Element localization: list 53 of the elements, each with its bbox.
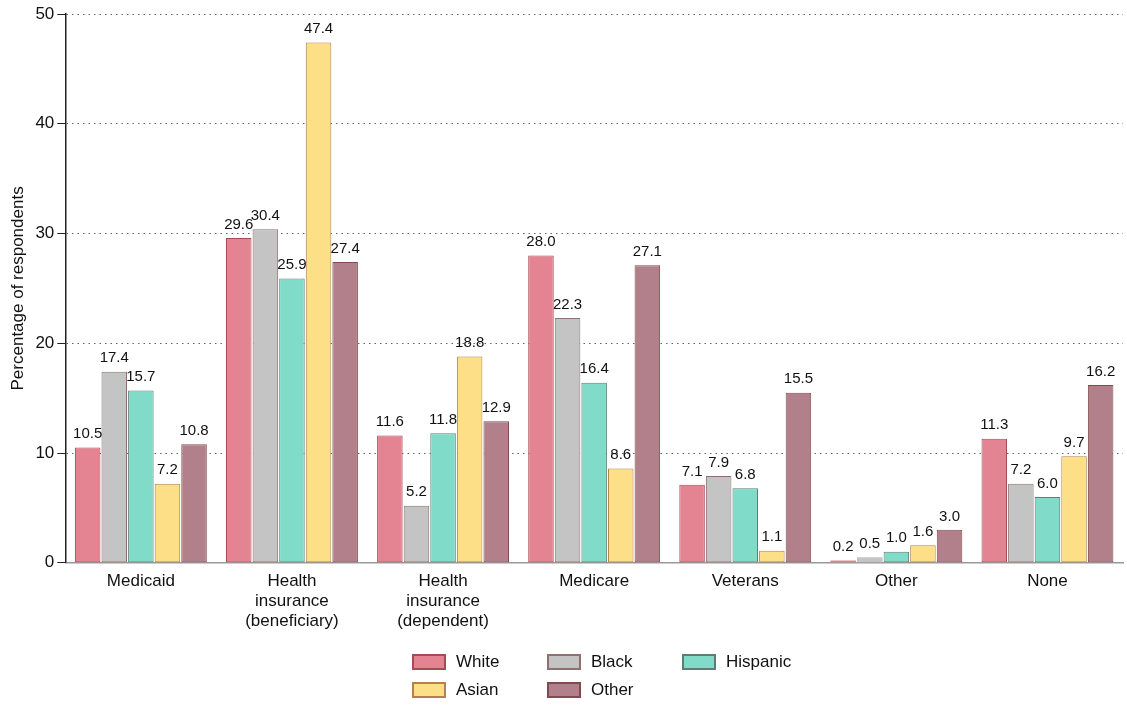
legend-label: Asian: [456, 680, 499, 700]
data-label: 25.9: [277, 255, 307, 273]
data-label: 11.8: [429, 409, 458, 427]
data-label: 7.1: [681, 461, 703, 479]
data-label: 7.9: [708, 452, 730, 470]
y-axis-title: Percentage of respondents: [7, 186, 27, 391]
data-label: 1.6: [912, 521, 934, 539]
x-tick-label: Other: [875, 570, 918, 590]
legend-label: White: [456, 652, 500, 672]
data-label: 17.4: [99, 348, 129, 366]
x-tick-label: Medicaid: [106, 570, 175, 590]
data-label: 47.4: [303, 19, 334, 37]
x-tick-label: Health insurance (dependent): [397, 570, 489, 631]
x-tick-label: None: [1027, 570, 1068, 590]
legend-label: Other: [591, 680, 634, 700]
data-label: 5.2: [406, 482, 427, 500]
data-label: 9.7: [1063, 432, 1085, 450]
y-tick-label: 40: [35, 113, 55, 133]
data-label: 0.5: [859, 533, 881, 551]
data-label: 16.2: [1086, 361, 1116, 379]
data-label: 11.6: [375, 412, 404, 430]
data-label: 27.1: [632, 241, 662, 259]
x-tick-label: Medicare: [559, 570, 630, 590]
data-label: 7.2: [157, 460, 178, 478]
data-label: 8.6: [610, 445, 632, 463]
bar: [856, 557, 883, 563]
data-label: 28.0: [526, 232, 556, 250]
data-label: 16.4: [579, 359, 609, 377]
data-label: 15.7: [126, 367, 156, 385]
x-tick-label: Veterans: [711, 570, 779, 590]
data-label: 0.2: [832, 537, 854, 555]
data-label: 1.1: [761, 527, 783, 545]
data-label: 22.3: [552, 294, 583, 312]
data-label: 6.0: [1037, 473, 1058, 491]
data-label: 6.8: [734, 464, 756, 482]
data-label: 1.0: [885, 528, 907, 546]
data-label: 10.8: [179, 420, 209, 438]
legend-label: Black: [591, 652, 633, 672]
y-tick-label: 10: [35, 442, 55, 462]
legend-label: Hispanic: [726, 652, 792, 672]
data-label: 27.4: [330, 238, 360, 256]
data-label: 10.5: [73, 424, 103, 442]
data-label: 15.5: [783, 369, 814, 387]
y-tick-label: 50: [35, 3, 55, 23]
data-label: 3.0: [939, 506, 960, 524]
y-tick-label: 30: [35, 223, 55, 243]
y-tick-label: 0: [44, 552, 55, 572]
x-tick-label: Health insurance (beneficiary): [245, 570, 339, 631]
data-label: 11.3: [980, 415, 1009, 433]
data-label: 7.2: [1010, 460, 1032, 478]
data-label: 18.8: [455, 333, 485, 351]
data-label: 12.9: [481, 397, 511, 415]
y-tick-label: 20: [35, 332, 55, 352]
